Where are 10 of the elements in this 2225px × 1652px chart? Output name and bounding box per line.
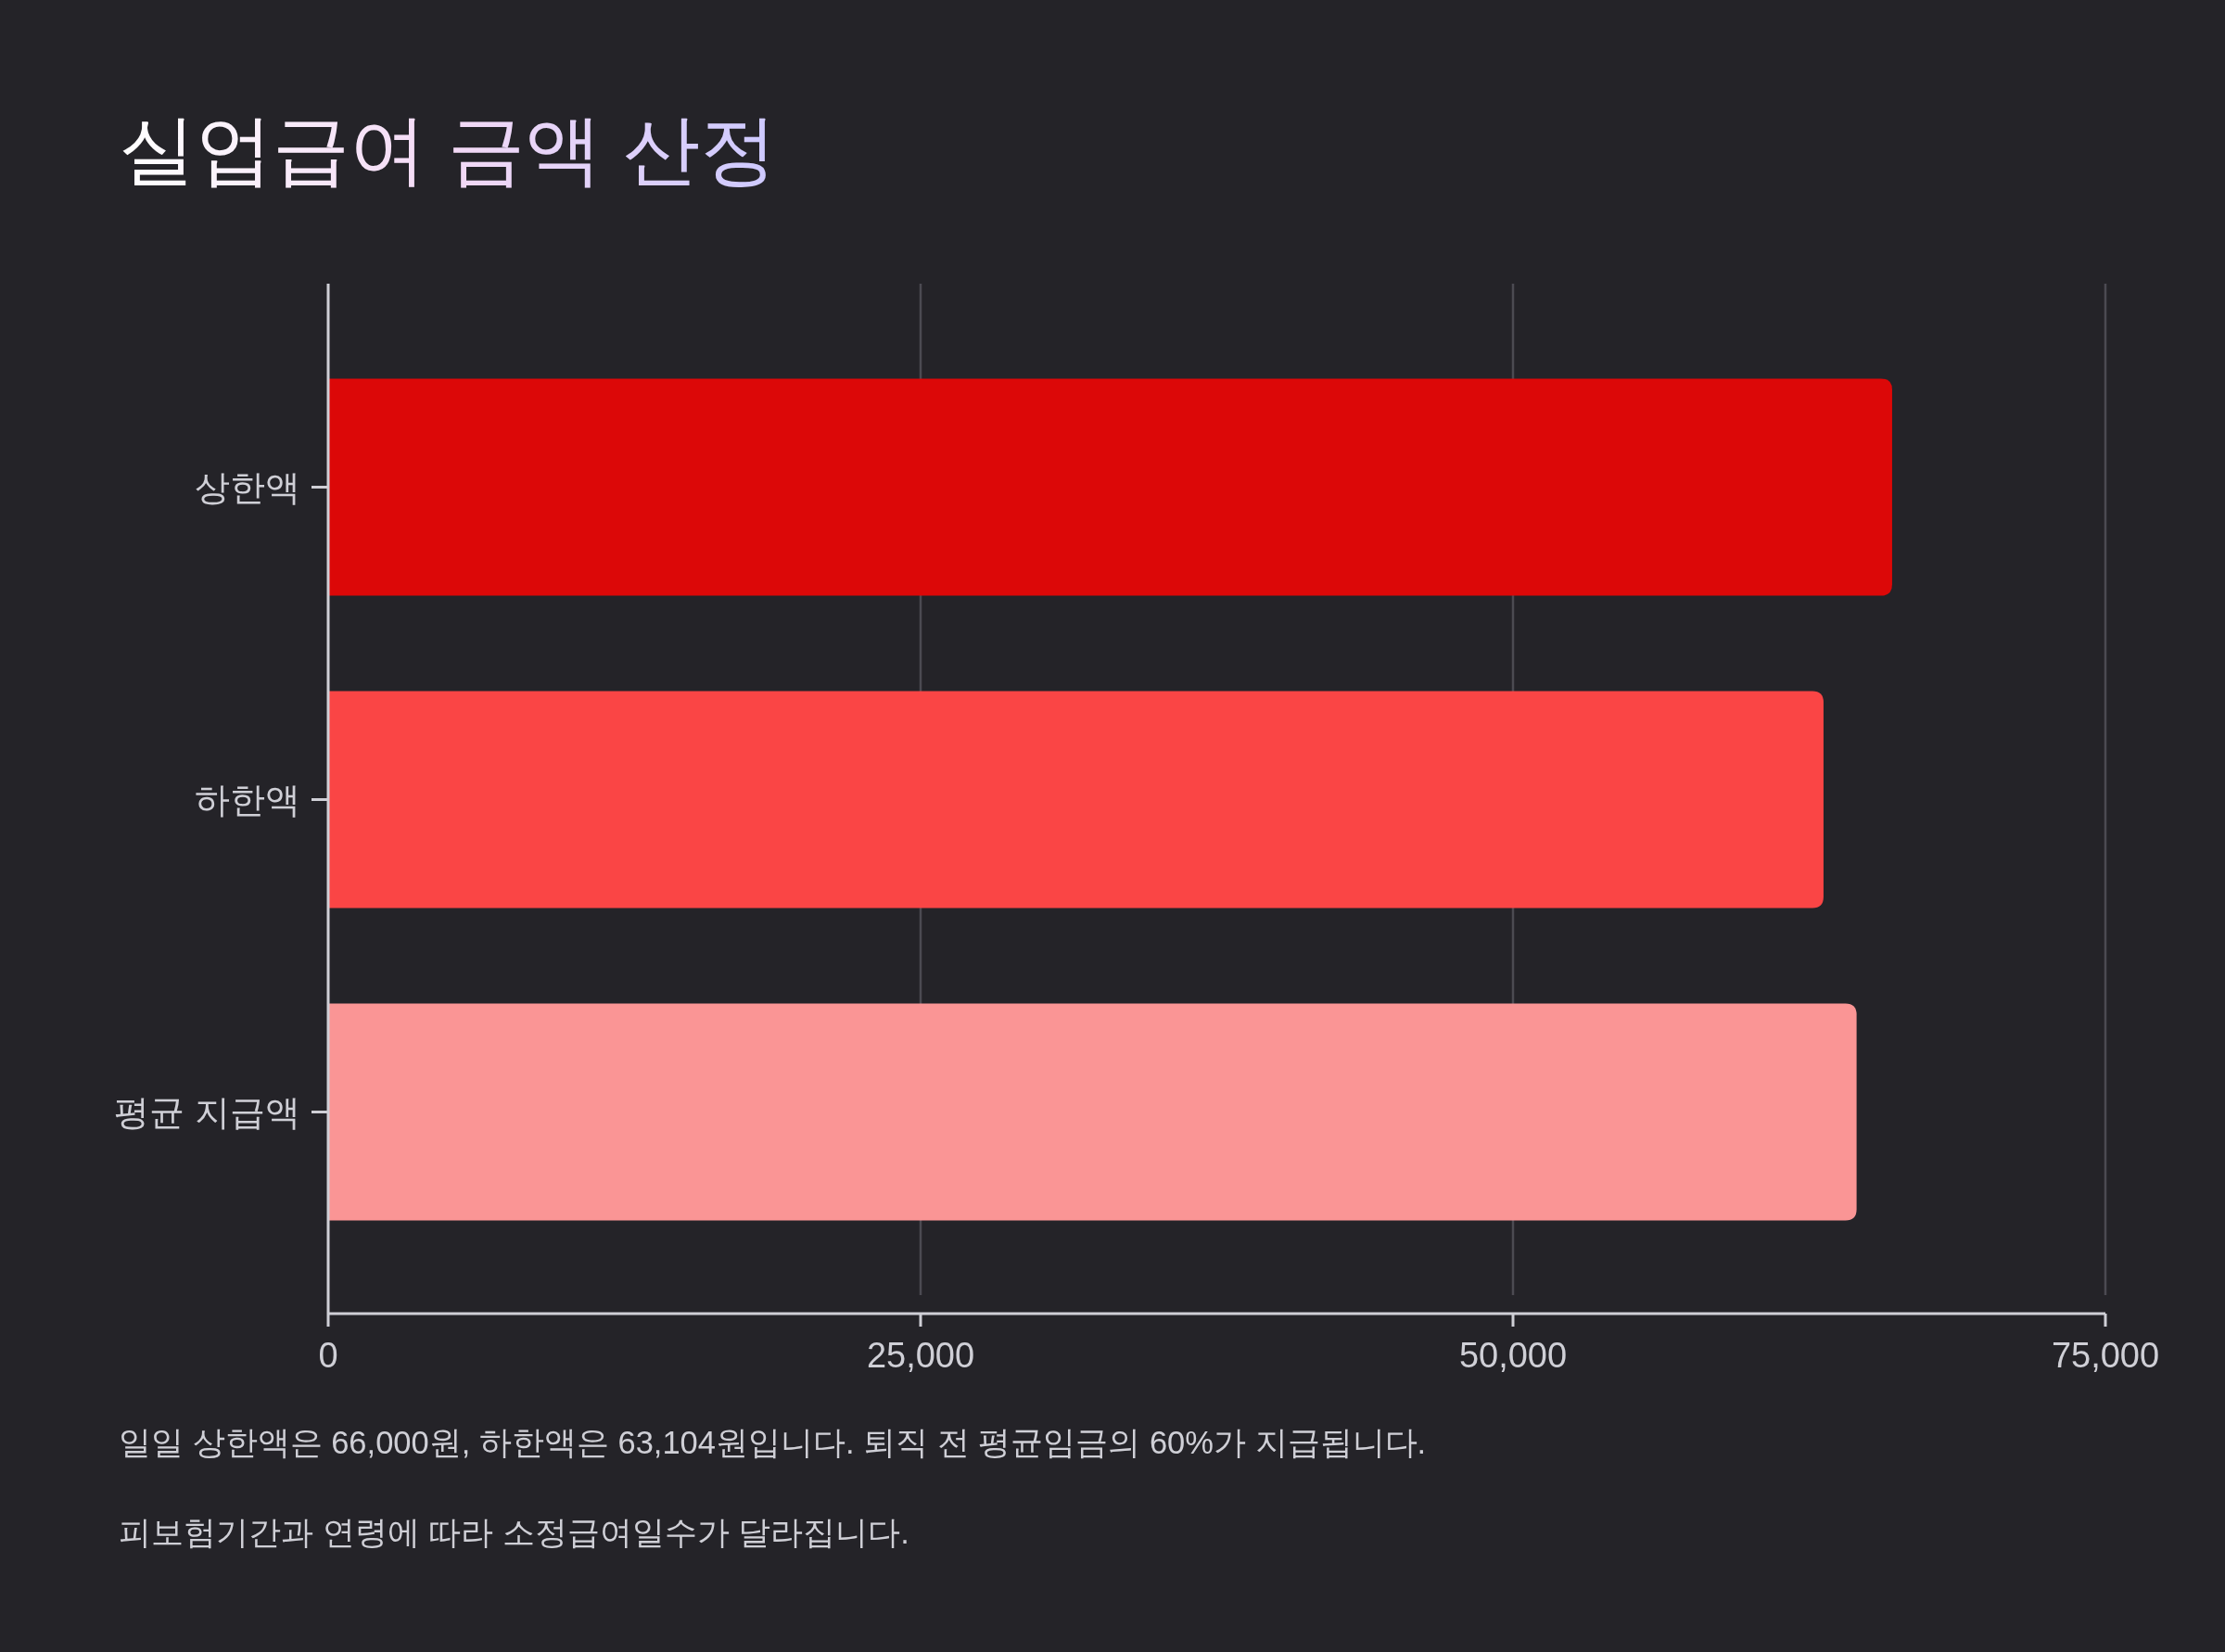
x-tick-label: 50,000 (1458, 1336, 1568, 1375)
text: 피보험기간과 연령에 따라 소정급여일수가 달라집니다. (119, 1515, 909, 1550)
y-tick-label: 평균 지급액 (114, 1092, 300, 1132)
x-tick-label: 75,000 (2051, 1336, 2160, 1375)
chart-title: 실업급여 금액 산정 (119, 107, 778, 193)
x-tick-label: 25,000 (866, 1336, 975, 1375)
x-tick-label: 0 (318, 1336, 338, 1375)
y-tick-label: 하한액 (195, 780, 300, 820)
text: 일일 상한액은 66,000원, 하한액은 63,104원입니다. 퇴직 전 평균임금의 60%가 지급됩니다. (119, 1425, 1427, 1460)
y-tick-label: 상한액 (195, 467, 300, 507)
